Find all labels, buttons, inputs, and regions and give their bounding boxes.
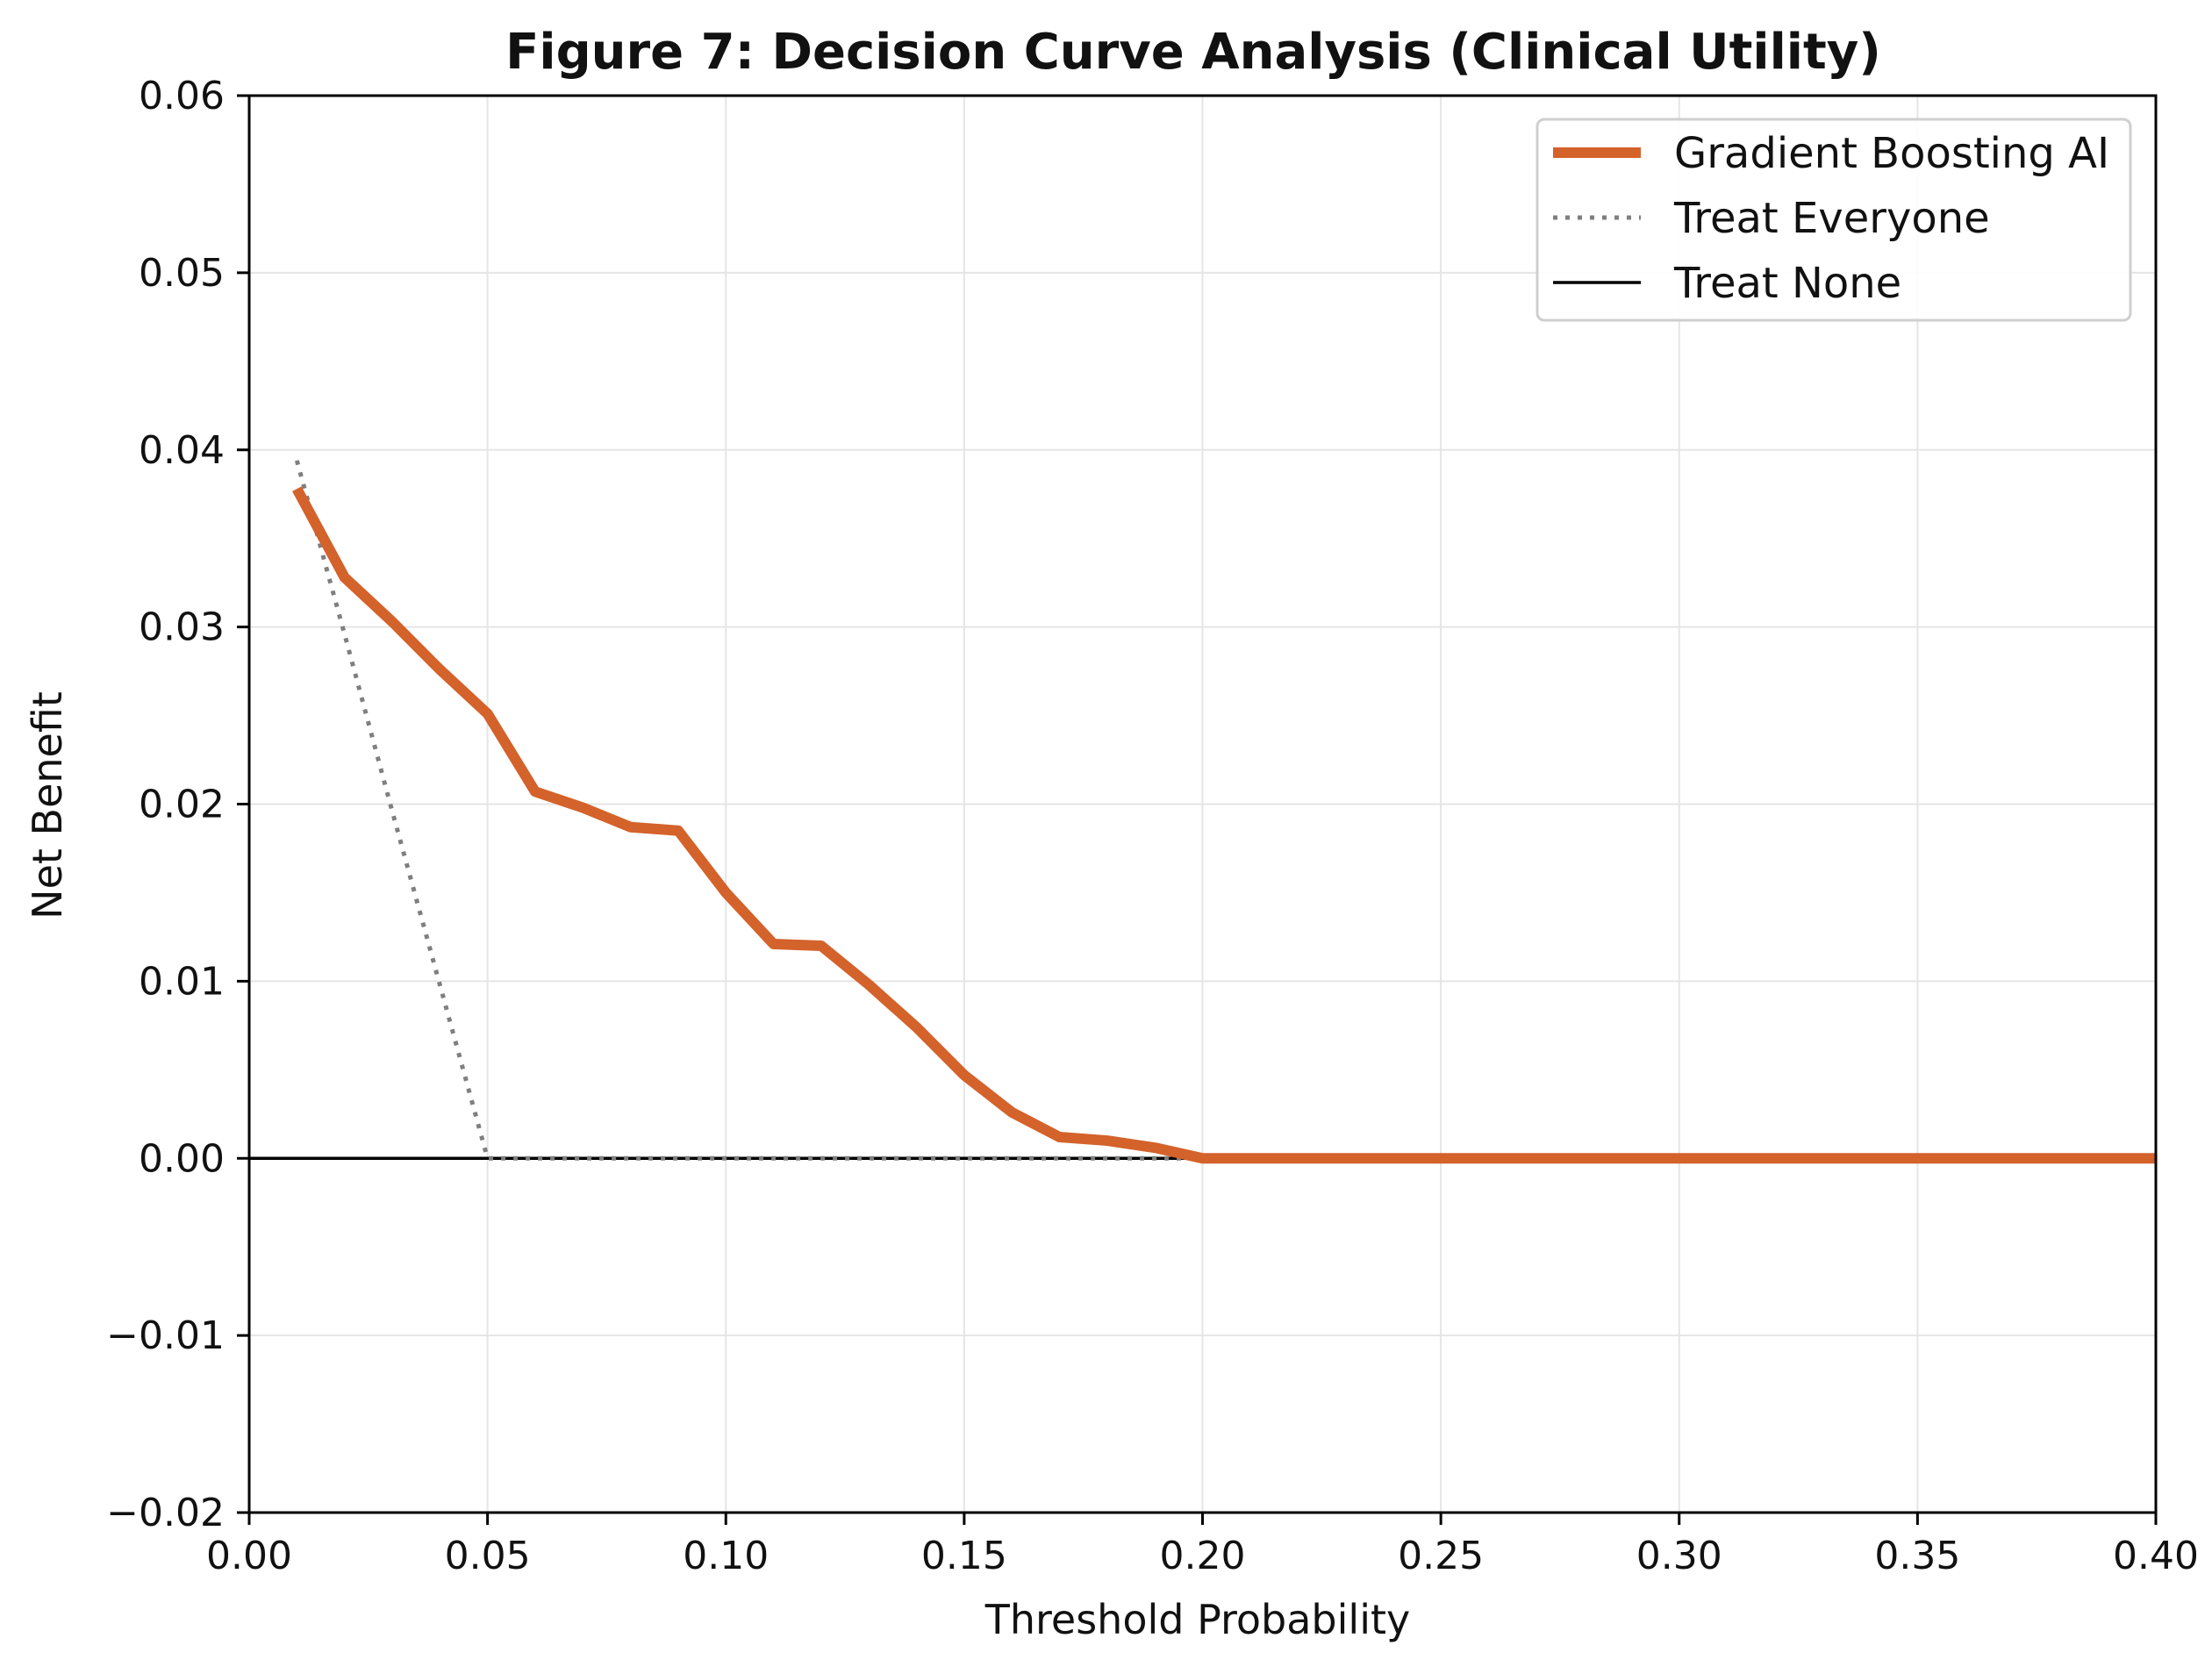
legend: Gradient Boosting AI Treat Everyone Treat … [1536, 118, 2132, 322]
x-tick-label-1: 0.05 [445, 1534, 531, 1578]
x-tick-label-5: 0.25 [1398, 1534, 1484, 1578]
x-axis-label: Threshold Probability [984, 1596, 1410, 1643]
y-tick-label-4: 0.02 [139, 783, 225, 827]
y-tick-label-1: 0.05 [139, 251, 225, 296]
x-tick-label-3: 0.15 [921, 1534, 1007, 1578]
y-tick-label-0: 0.06 [139, 74, 225, 118]
x-tick-label-0: 0.00 [206, 1534, 292, 1578]
series-line-gradient-boosting-ai [292, 486, 2156, 1164]
y-axis-label: Net Benefit [24, 691, 71, 919]
x-tick-label-4: 0.20 [1160, 1534, 1246, 1578]
y-tick-label-8: −0.02 [106, 1491, 225, 1535]
x-tick-label-8: 0.40 [2113, 1534, 2199, 1578]
legend-label-1: Treat Everyone [1673, 194, 1990, 243]
chart-title: Figure 7: Decision Curve Analysis (Clini… [505, 24, 1881, 81]
y-tick-label-3: 0.03 [139, 605, 225, 650]
x-tick-label-6: 0.30 [1636, 1534, 1722, 1578]
series-line-treat-everyone [294, 460, 1203, 1161]
axes-layer: 0.00 0.05 0.10 0.15 0.20 0.25 0.30 0.35 0.40 0.06… [106, 74, 2199, 1578]
y-tick-label-5: 0.01 [139, 959, 225, 1004]
y-tick-label-7: −0.01 [106, 1313, 225, 1358]
y-tick-label-2: 0.04 [139, 428, 225, 473]
series-layer [249, 460, 2156, 1164]
legend-label-2: Treat None [1673, 259, 1901, 308]
x-tick-label-2: 0.10 [683, 1534, 769, 1578]
legend-box [1536, 118, 2132, 322]
y-tick-label-6: 0.00 [139, 1136, 225, 1181]
x-tick-label-7: 0.35 [1874, 1534, 1960, 1578]
legend-label-0: Gradient Boosting AI [1674, 129, 2109, 178]
